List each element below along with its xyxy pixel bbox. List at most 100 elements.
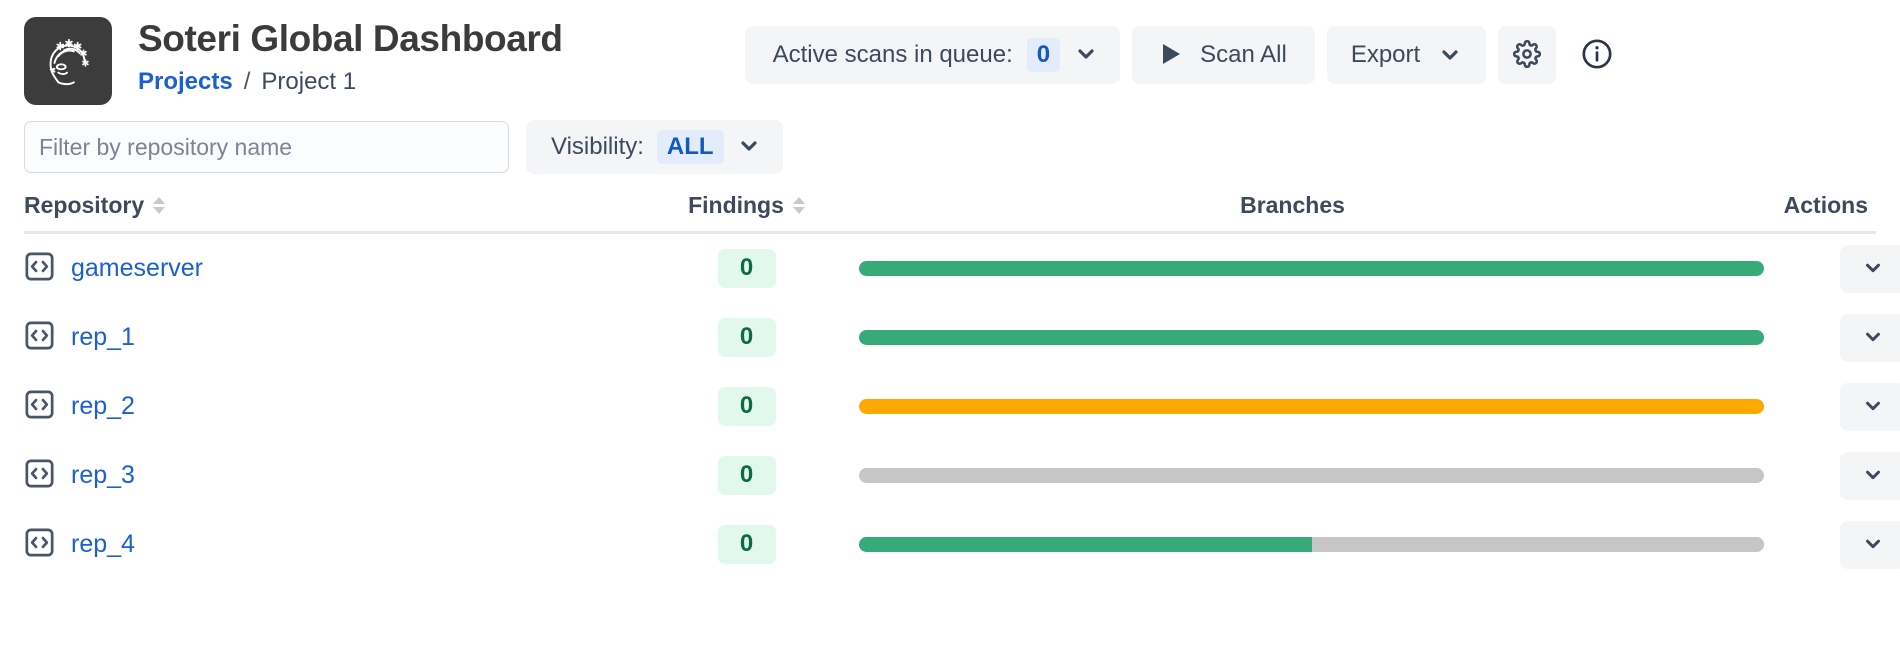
actions-cell (1764, 382, 1900, 431)
column-header-branches: Branches (859, 192, 1726, 219)
row-actions-dropdown-button[interactable] (1840, 244, 1900, 293)
findings-cell: 0 (634, 249, 859, 288)
branch-status-bar (859, 261, 1764, 276)
repository-link[interactable]: rep_2 (71, 392, 135, 420)
findings-badge: 0 (717, 387, 776, 426)
breadcrumb: Projects / Project 1 (138, 68, 563, 96)
chevron-down-icon (1862, 394, 1884, 419)
repository-cell: rep_4 (24, 527, 634, 563)
branch-status-bar (859, 399, 1764, 414)
code-repo-icon (24, 458, 55, 494)
column-header-findings-label: Findings (688, 192, 784, 218)
branch-status-bar (859, 468, 1764, 483)
repository-link[interactable]: rep_4 (71, 530, 135, 558)
settings-button[interactable] (1498, 26, 1557, 84)
branches-cell (859, 537, 1764, 552)
header-toolbar: Active scans in queue: 0 Scan All Export (744, 14, 1878, 84)
chevron-down-icon (1862, 256, 1884, 281)
repository-cell: rep_3 (24, 458, 634, 494)
branch-status-segment (859, 261, 1764, 276)
branches-cell (859, 468, 1764, 483)
repository-filter-input[interactable] (24, 121, 509, 173)
actions-cell (1764, 520, 1900, 569)
table-row: rep_1 0 (24, 303, 1900, 372)
soteri-head-logo-icon (24, 17, 112, 105)
repository-link[interactable]: rep_1 (71, 323, 135, 351)
findings-cell: 0 (634, 387, 859, 426)
table-row: rep_4 0 (24, 510, 1900, 579)
table-header-row: Repository Findings Branches Actions (24, 192, 1876, 234)
findings-badge: 0 (717, 456, 776, 495)
actions-cell (1764, 451, 1900, 500)
column-header-findings[interactable]: Findings (634, 192, 859, 219)
scan-all-button[interactable]: Scan All (1132, 26, 1315, 84)
visibility-label: Visibility: (551, 133, 644, 160)
repository-cell: rep_2 (24, 389, 634, 425)
repository-cell: gameserver (24, 251, 634, 287)
repositories-table: Repository Findings Branches Actions gam… (0, 192, 1900, 579)
table-row: rep_3 0 (24, 441, 1900, 510)
export-dropdown-button[interactable]: Export (1326, 26, 1487, 84)
sort-icon[interactable] (792, 197, 805, 214)
page-title: Soteri Global Dashboard (138, 18, 563, 59)
column-header-actions-label: Actions (1783, 192, 1868, 218)
repository-cell: rep_1 (24, 320, 634, 356)
actions-cell (1764, 313, 1900, 362)
row-actions-dropdown-button[interactable] (1840, 451, 1900, 500)
chevron-down-icon (1074, 41, 1098, 70)
branch-status-segment (859, 468, 1764, 483)
play-icon (1160, 42, 1182, 69)
visibility-dropdown[interactable]: Visibility: ALL (526, 120, 783, 174)
column-header-actions: Actions (1726, 192, 1876, 219)
repository-link[interactable]: gameserver (71, 254, 203, 282)
branch-status-segment (859, 399, 1764, 414)
actions-cell (1764, 244, 1900, 293)
sort-icon[interactable] (153, 197, 166, 214)
column-header-branches-label: Branches (1240, 192, 1345, 218)
branch-status-bar (859, 537, 1764, 552)
table-row: rep_2 0 (24, 372, 1900, 441)
active-scans-queue-count: 0 (1026, 38, 1061, 72)
active-scans-queue-label: Active scans in queue: (772, 41, 1013, 68)
branches-cell (859, 399, 1764, 414)
chevron-down-icon (737, 133, 761, 162)
chevron-down-icon (1862, 325, 1884, 350)
scan-all-label: Scan All (1200, 41, 1287, 68)
chevron-down-icon (1862, 463, 1884, 488)
code-repo-icon (24, 251, 55, 287)
table-row: gameserver 0 (24, 234, 1900, 303)
page-header: Soteri Global Dashboard Projects / Proje… (0, 0, 1900, 110)
gear-icon (1513, 39, 1542, 71)
active-scans-queue-dropdown[interactable]: Active scans in queue: 0 (744, 26, 1121, 84)
branch-status-segment (859, 330, 1764, 345)
info-circle-icon (1580, 37, 1614, 74)
findings-badge: 0 (717, 249, 776, 288)
branches-cell (859, 261, 1764, 276)
branch-status-bar (859, 330, 1764, 345)
column-header-repository-label: Repository (24, 192, 145, 218)
branches-cell (859, 330, 1764, 345)
findings-cell: 0 (634, 456, 859, 495)
row-actions-dropdown-button[interactable] (1840, 382, 1900, 431)
row-actions-dropdown-button[interactable] (1840, 520, 1900, 569)
row-actions-dropdown-button[interactable] (1840, 313, 1900, 362)
breadcrumb-projects-link[interactable]: Projects (138, 67, 233, 95)
branch-status-segment (859, 537, 1312, 552)
export-label: Export (1350, 41, 1421, 68)
code-repo-icon (24, 527, 55, 563)
breadcrumb-separator: / (243, 67, 251, 95)
code-repo-icon (24, 389, 55, 425)
info-button[interactable] (1568, 26, 1626, 84)
repository-link[interactable]: rep_3 (71, 461, 135, 489)
code-repo-icon (24, 320, 55, 356)
findings-cell: 0 (634, 525, 859, 564)
chevron-down-icon (1862, 532, 1884, 557)
breadcrumb-current: Project 1 (261, 67, 357, 95)
title-block: Soteri Global Dashboard Projects / Proje… (138, 14, 563, 96)
branch-status-segment (1311, 537, 1764, 552)
findings-cell: 0 (634, 318, 859, 357)
findings-badge: 0 (717, 525, 776, 564)
column-header-repository[interactable]: Repository (24, 192, 634, 219)
visibility-value: ALL (656, 130, 724, 164)
